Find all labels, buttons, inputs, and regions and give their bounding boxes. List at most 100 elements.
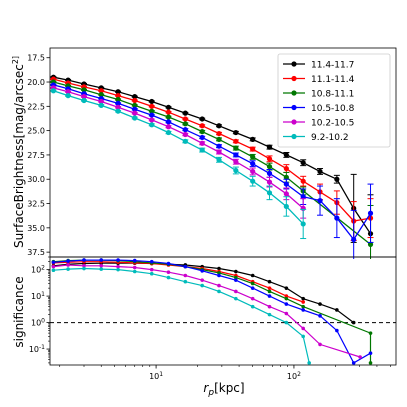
data-point bbox=[65, 89, 71, 95]
data-point bbox=[182, 116, 188, 122]
sig-data-point bbox=[267, 279, 272, 284]
series-line bbox=[53, 76, 372, 235]
y-tick-label-top: 17.5 bbox=[27, 54, 45, 63]
sig-series-11.1-11.4 bbox=[51, 259, 305, 304]
y-tick-label-bottom: 102 bbox=[31, 264, 45, 274]
sig-series-line bbox=[53, 259, 372, 363]
sig-series-line bbox=[53, 262, 355, 324]
sig-data-point bbox=[267, 286, 272, 290]
sig-data-point bbox=[284, 302, 289, 306]
data-point bbox=[132, 110, 138, 116]
sig-data-point bbox=[217, 273, 221, 278]
sig-data-point bbox=[66, 259, 70, 263]
y-tick-label-bottom: 101 bbox=[31, 291, 45, 301]
data-point bbox=[182, 138, 188, 144]
legend-entry: 9.2-10.2 bbox=[311, 133, 349, 143]
data-point bbox=[115, 89, 121, 95]
sig-data-point bbox=[217, 289, 221, 294]
significance-panel: 10-1 100 101 102 101 102 bbox=[29, 256, 397, 381]
sig-data-point bbox=[335, 328, 339, 333]
data-point bbox=[250, 168, 256, 175]
sig-data-point bbox=[132, 269, 137, 274]
series-9.2-10.2 bbox=[50, 88, 307, 240]
data-point bbox=[233, 152, 239, 158]
data-point bbox=[98, 92, 104, 98]
sig-data-point bbox=[234, 269, 238, 274]
data-point bbox=[182, 121, 188, 127]
legend: 11.4-11.7 11.1-11.4 10.8-11.1 10.5-10.8 10.2… bbox=[277, 53, 391, 148]
data-point bbox=[199, 129, 205, 135]
sig-data-point bbox=[149, 271, 154, 276]
data-point bbox=[283, 174, 289, 180]
data-point bbox=[250, 178, 256, 184]
x-tick-label: 101 bbox=[149, 371, 163, 381]
data-point bbox=[250, 136, 256, 142]
data-point bbox=[98, 88, 104, 94]
sig-data-point bbox=[183, 264, 188, 269]
data-point bbox=[266, 163, 273, 170]
sig-data-point bbox=[132, 258, 137, 263]
data-point bbox=[300, 160, 306, 166]
legend-frame bbox=[277, 53, 391, 148]
surface-brightness-panel: 17.5 20.0 22.5 25.0 27.5 30.0 32.5 35.0 37.5 bbox=[27, 47, 397, 259]
sig-data-point bbox=[234, 296, 238, 301]
sig-data-point bbox=[217, 271, 221, 275]
data-point bbox=[115, 100, 121, 107]
sig-data-point bbox=[99, 267, 104, 271]
data-point bbox=[132, 106, 138, 112]
y-tick-label-top: 35.0 bbox=[27, 224, 45, 233]
legend-swatch-marker bbox=[291, 61, 297, 67]
data-point bbox=[149, 117, 155, 123]
series-10.5-10.8 bbox=[50, 82, 374, 259]
sig-data-point bbox=[267, 294, 272, 298]
y-tick-label-bottom: 100 bbox=[31, 317, 45, 327]
data-point bbox=[367, 210, 374, 216]
data-point bbox=[216, 149, 222, 155]
legend-entry: 10.2-10.5 bbox=[311, 119, 354, 129]
sig-data-point bbox=[307, 361, 311, 365]
sig-data-point bbox=[200, 283, 204, 288]
series-10.2-10.5 bbox=[50, 85, 307, 219]
data-point bbox=[233, 138, 239, 144]
data-point bbox=[283, 165, 289, 172]
sig-series-line bbox=[53, 259, 371, 364]
sig-data-point bbox=[284, 294, 289, 298]
sig-data-point bbox=[183, 273, 188, 278]
sig-data-point bbox=[368, 351, 373, 355]
data-point bbox=[149, 98, 155, 105]
sig-data-point bbox=[200, 269, 204, 273]
x-tick-label: 102 bbox=[287, 371, 301, 381]
data-point bbox=[250, 161, 256, 167]
sig-data-point bbox=[351, 361, 356, 365]
sig-data-point bbox=[116, 264, 120, 269]
sig-data-point bbox=[318, 302, 322, 306]
data-point bbox=[199, 134, 205, 141]
legend-swatch-marker bbox=[291, 104, 297, 111]
sig-data-point bbox=[267, 304, 272, 309]
sig-data-point bbox=[116, 267, 120, 272]
sig-data-point bbox=[234, 275, 238, 280]
data-point bbox=[216, 123, 222, 129]
y-tick-label-bottom: 10-1 bbox=[29, 344, 45, 354]
data-point bbox=[98, 98, 104, 105]
sig-data-point bbox=[284, 311, 289, 316]
data-point bbox=[115, 93, 121, 99]
data-point bbox=[300, 221, 306, 227]
sig-data-point bbox=[301, 296, 305, 301]
data-point bbox=[132, 115, 138, 121]
sig-data-point bbox=[149, 267, 154, 272]
sig-data-point bbox=[99, 263, 104, 268]
sig-data-point bbox=[318, 314, 322, 318]
sig-series-line bbox=[53, 264, 361, 358]
data-point bbox=[165, 109, 172, 115]
sig-data-point bbox=[82, 266, 86, 271]
sig-data-point bbox=[166, 275, 171, 280]
legend-entry: 10.5-10.8 bbox=[311, 104, 355, 114]
data-point bbox=[81, 94, 87, 100]
data-point bbox=[182, 131, 188, 138]
data-point bbox=[334, 176, 340, 182]
data-point bbox=[266, 156, 273, 162]
sig-data-point bbox=[51, 268, 56, 273]
sig-data-point bbox=[301, 326, 305, 331]
